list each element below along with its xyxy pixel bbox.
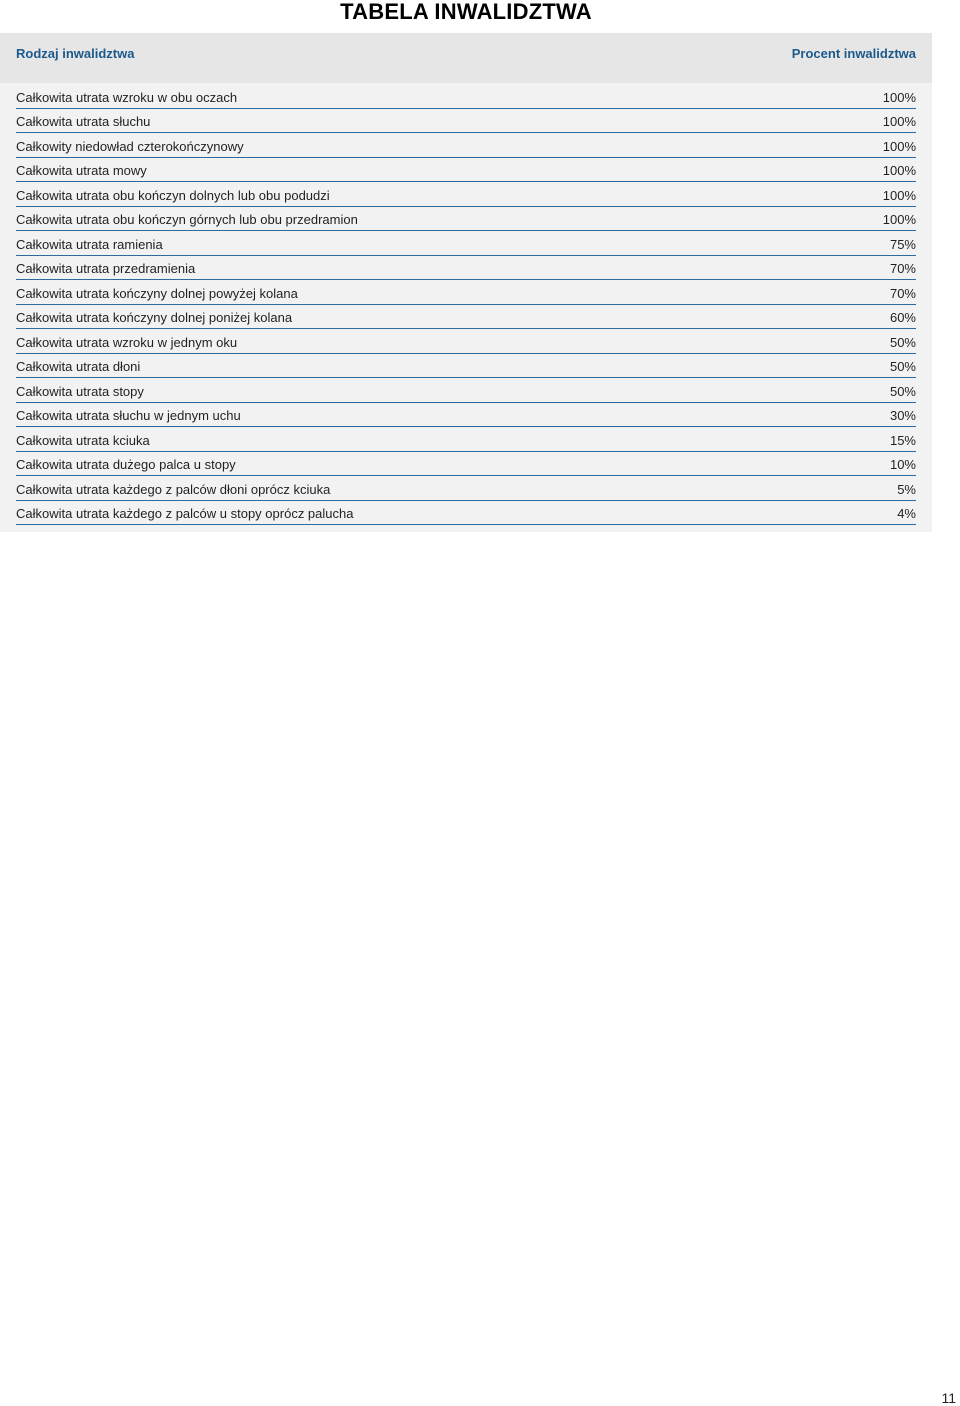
row-value: 100% [882,89,916,105]
row-value: 70% [889,285,916,301]
row-label: Całkowita utrata obu kończyn dolnych lub… [16,187,330,203]
disability-table: Rodzaj inwalidztwa Procent inwalidztwa C… [0,33,932,532]
page-title: TABELA INWALIDZTWA [340,0,592,24]
row-value: 30% [889,408,916,423]
table-body: Całkowita utrata wzroku w obu oczach 100%… [16,84,916,525]
row-label: Całkowita utrata wzroku w obu oczach [16,89,238,105]
row-value: 50% [889,334,916,350]
table-row: Całkowita utrata ramienia 75% [16,231,916,256]
row-value: 100% [882,114,916,129]
row-label: Całkowita utrata obu kończyn górnych lub… [16,212,358,227]
row-label: Całkowita utrata kończyny dolnej poniżej… [16,310,293,325]
table-row: Całkowita utrata kończyny dolnej poniżej… [16,305,916,329]
table-row: Całkowita utrata kciuka 15% [16,427,916,452]
table-row: Całkowita utrata przedramienia 70% [16,256,916,280]
row-label: Całkowita utrata kończyny dolnej powyżej… [16,285,298,301]
row-label: Całkowita utrata każdego z palców u stop… [16,506,354,521]
row-value: 10% [889,457,916,472]
table-row: Całkowity niedowład czterokończynowy 100% [16,133,916,158]
row-label: Całkowita utrata dużego palca u stopy [16,457,236,472]
column-header-type: Rodzaj inwalidztwa [16,46,135,61]
row-label: Całkowita utrata każdego z palców dłoni … [16,481,331,497]
column-header-percent: Procent inwalidztwa [791,46,916,61]
row-label: Całkowita utrata słuchu w jednym uchu [16,408,241,423]
row-value: 75% [889,236,916,252]
table-row: Całkowita utrata każdego z palców dłoni … [16,476,916,501]
row-label: Całkowita utrata przedramienia [16,261,196,276]
table-row: Całkowita utrata wzroku w jednym oku 50% [16,329,916,354]
table-row: Całkowita utrata każdego z palców u stop… [16,501,916,525]
row-value: 15% [889,432,916,448]
row-label: Całkowita utrata stopy [16,383,144,399]
row-value: 50% [889,359,916,374]
row-value: 60% [889,310,916,325]
table-row: Całkowita utrata dłoni 50% [16,354,916,378]
table-row: Całkowita utrata obu kończyn dolnych lub… [16,182,916,207]
table-row: Całkowita utrata obu kończyn górnych lub… [16,207,916,231]
row-label: Całkowita utrata dłoni [16,359,141,374]
row-label: Całkowita utrata słuchu [16,114,151,129]
row-value: 4% [897,506,916,521]
row-value: 100% [882,212,916,227]
table-row: Całkowita utrata kończyny dolnej powyżej… [16,280,916,305]
row-label: Całkowita utrata ramienia [16,236,163,252]
row-value: 100% [882,138,916,154]
row-value: 100% [882,187,916,203]
row-value: 70% [889,261,916,276]
row-label: Całkowita utrata mowy [16,163,147,178]
row-label: Całkowita utrata wzroku w jednym oku [16,334,238,350]
table-row: Całkowita utrata słuchu w jednym uchu 30% [16,403,916,427]
row-label: Całkowity niedowład czterokończynowy [16,138,244,154]
row-value: 5% [897,481,916,497]
table-row: Całkowita utrata mowy 100% [16,158,916,182]
row-value: 50% [889,383,916,399]
row-label: Całkowita utrata kciuka [16,432,150,448]
table-row: Całkowita utrata dużego palca u stopy 10% [16,452,916,476]
page-number: 11 [941,1390,956,1406]
table-row: Całkowita utrata słuchu 100% [16,109,916,133]
table-row: Całkowita utrata stopy 50% [16,378,916,403]
table-row: Całkowita utrata wzroku w obu oczach 100% [16,84,916,109]
table-header: Rodzaj inwalidztwa Procent inwalidztwa [0,33,932,83]
row-value: 100% [882,163,916,178]
